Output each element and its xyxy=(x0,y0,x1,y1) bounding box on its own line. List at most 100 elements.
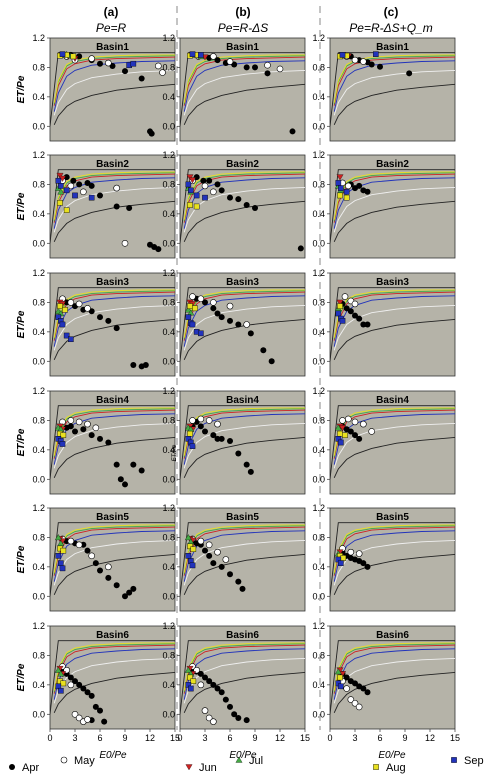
y-tick-label: 1.2 xyxy=(162,33,175,43)
data-point-apr xyxy=(343,305,350,312)
data-point-may xyxy=(351,418,359,426)
panel-plot-area xyxy=(180,522,305,597)
energy-limit-line xyxy=(330,287,455,362)
data-point-apr xyxy=(202,674,208,681)
data-point-sep xyxy=(339,318,346,324)
y-axis-label: ET/Pe xyxy=(16,663,27,691)
data-point-may xyxy=(205,417,213,424)
chart-panel-basin3-a: Basin3 0.0 0.4 0.8 1.2 ET/Pe xyxy=(16,268,176,377)
data-point-sep xyxy=(58,183,64,189)
panel-plot-area xyxy=(180,51,305,135)
curve-may xyxy=(53,304,175,351)
data-point-may xyxy=(226,58,234,65)
curve-jul xyxy=(183,172,305,222)
data-point-sep xyxy=(335,310,342,317)
chart-panel-basin1-b: Basin1 0.0 0.4 0.8 1.2 xyxy=(162,33,306,142)
data-point-apr xyxy=(264,70,271,77)
data-point-may xyxy=(210,718,217,725)
chart-panel-basin3-b: Basin3 0.0 0.4 0.8 1.2 xyxy=(162,268,306,377)
x-tick-label: 0 xyxy=(47,733,52,743)
data-point-apr xyxy=(268,358,275,365)
data-point-sep xyxy=(130,60,137,67)
data-point-sep xyxy=(188,685,194,692)
data-point-apr xyxy=(297,245,304,252)
data-point-apr xyxy=(364,689,371,696)
curve-apr xyxy=(53,553,175,595)
data-point-jun xyxy=(56,172,64,179)
data-point-aug xyxy=(337,674,343,681)
data-point-apr xyxy=(214,685,221,692)
curve-apr xyxy=(53,83,175,125)
data-point-aug xyxy=(343,194,350,201)
data-point-may xyxy=(343,685,350,692)
data-point-sep xyxy=(338,683,344,690)
y-tick-label: 0.0 xyxy=(162,238,175,248)
y-tick-label: 0.0 xyxy=(312,356,325,366)
data-point-apr xyxy=(197,423,204,430)
energy-limit-line xyxy=(330,169,455,244)
curve-apr xyxy=(333,318,455,360)
data-point-sep xyxy=(338,560,344,566)
curve-apr xyxy=(183,436,305,478)
curve-apr xyxy=(183,200,305,242)
y-tick-label: 0.0 xyxy=(32,709,45,719)
data-point-aug xyxy=(190,546,197,552)
data-point-aug xyxy=(337,430,343,437)
x-axis-label-b: E0/Pe xyxy=(229,750,257,761)
y-tick-label: 0.0 xyxy=(162,474,175,484)
curve-jun xyxy=(333,173,455,223)
data-point-apr xyxy=(364,321,371,328)
data-point-apr xyxy=(72,678,78,685)
data-point-apr xyxy=(76,181,83,188)
data-point-apr xyxy=(235,714,242,721)
energy-limit-line xyxy=(330,640,455,715)
data-point-apr xyxy=(218,187,225,194)
data-point-sep xyxy=(202,194,208,201)
data-point-may xyxy=(67,299,75,306)
data-point-may xyxy=(75,300,83,308)
panel-background xyxy=(179,507,306,612)
data-point-apr xyxy=(352,432,358,439)
data-point-may xyxy=(351,699,359,707)
legend-marker-jul xyxy=(235,756,243,763)
data-point-jul xyxy=(54,534,62,541)
panel-background xyxy=(329,154,456,259)
x-tick-label: 3 xyxy=(352,733,357,743)
y-tick-label: 0.0 xyxy=(162,121,175,131)
data-point-apr xyxy=(130,361,137,368)
panel-plot-area xyxy=(50,50,175,137)
panel-background xyxy=(49,272,176,377)
data-point-jul xyxy=(54,666,62,673)
panel-plot-area xyxy=(330,522,455,597)
data-point-may xyxy=(88,552,95,560)
chart-panel-basin1-c: Basin1 0.0 0.4 0.8 1.2 xyxy=(312,33,456,142)
data-point-apr xyxy=(227,317,233,324)
data-point-apr xyxy=(130,461,137,468)
y-tick-label: 1.2 xyxy=(312,503,325,513)
basin-title: Basin3 xyxy=(96,277,129,288)
y-tick-label: 0.4 xyxy=(312,562,325,572)
energy-limit-line xyxy=(50,52,175,127)
panel-background xyxy=(49,154,176,259)
y-tick-label: 0.8 xyxy=(32,297,45,307)
data-point-apr xyxy=(214,57,221,64)
x-tick-label: 12 xyxy=(425,733,435,743)
y-tick-label: 0.8 xyxy=(312,650,325,660)
energy-limit-line xyxy=(180,169,305,244)
x-axis-label-c: E0/Pe xyxy=(378,750,406,761)
data-point-apr xyxy=(97,192,103,199)
data-point-may xyxy=(201,707,209,714)
data-point-jun xyxy=(336,299,344,306)
basin-title: Basin4 xyxy=(376,395,409,406)
y-tick-label: 0.0 xyxy=(312,474,325,484)
basin-title: Basin2 xyxy=(96,159,129,170)
data-point-sep xyxy=(59,321,66,328)
data-point-sep xyxy=(193,192,200,199)
legend-label: Aug xyxy=(386,762,406,774)
x-tick-label: 12 xyxy=(275,733,285,743)
y-tick-label: 0.0 xyxy=(312,591,325,601)
data-point-apr xyxy=(76,53,83,60)
y-tick-label: 0.8 xyxy=(312,179,325,189)
data-point-may xyxy=(339,417,346,424)
legend-label: Jun xyxy=(199,762,217,774)
